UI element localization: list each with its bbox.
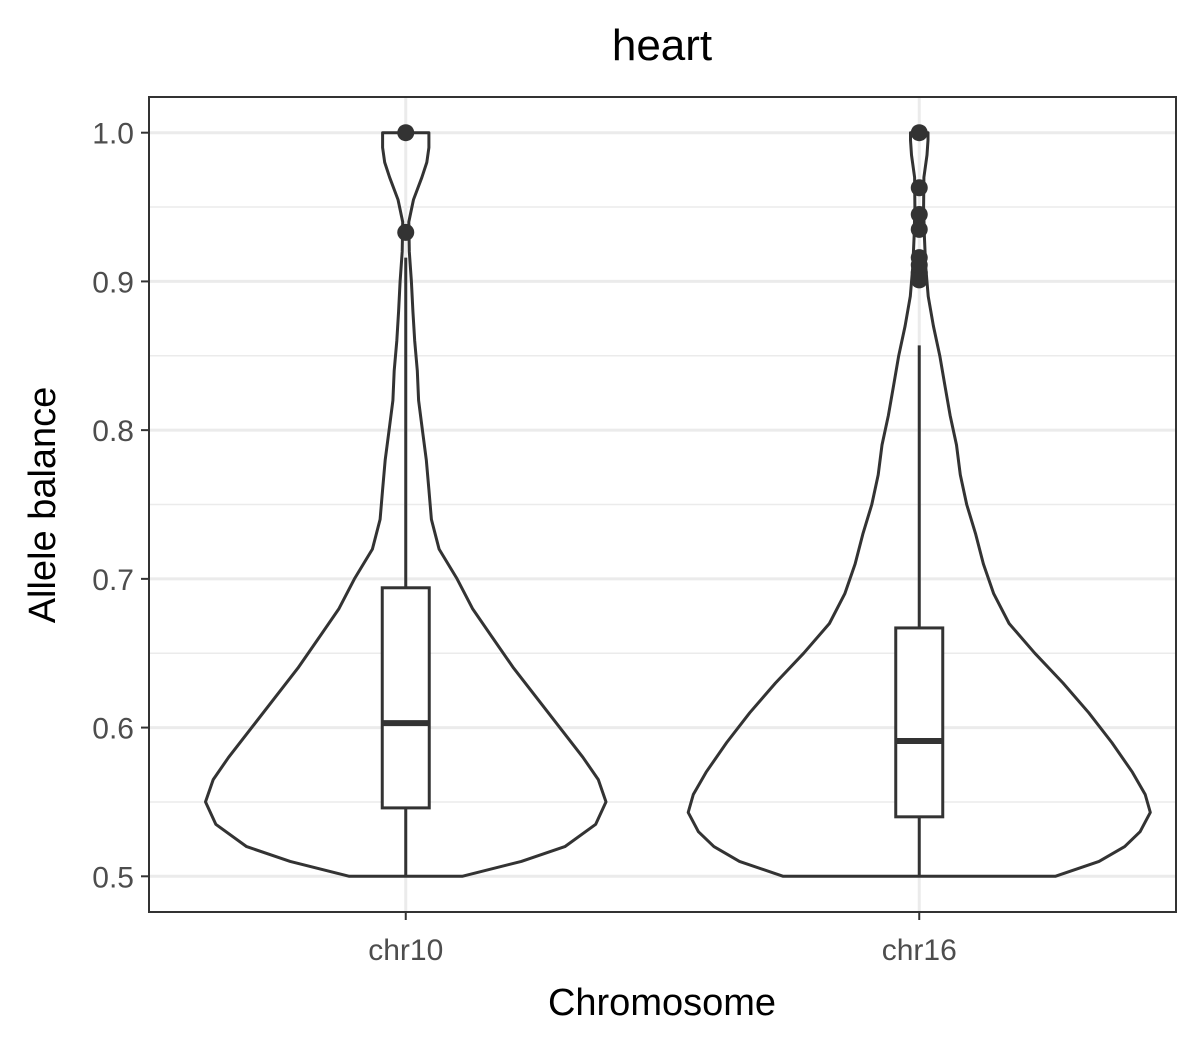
outlier-point-chr16 xyxy=(910,249,928,267)
y-tick-label: 0.5 xyxy=(92,861,134,894)
outlier-point-chr16 xyxy=(910,124,928,142)
grid xyxy=(149,97,1176,912)
box-chr16 xyxy=(894,626,945,819)
y-tick-label: 0.8 xyxy=(92,415,134,448)
axes: 0.5 0.6 0.7 0.8 0.9 1.0 chr10 chr16 xyxy=(92,118,956,967)
chart-title: heart xyxy=(612,21,712,70)
outlier-point-chr10 xyxy=(397,223,415,241)
y-tick-label: 0.6 xyxy=(92,713,134,746)
violins xyxy=(204,131,1152,878)
outlier-point-chr16 xyxy=(910,179,928,197)
y-tick-label: 0.9 xyxy=(92,266,134,299)
outlier-point-chr16 xyxy=(910,205,928,223)
y-tick-label: 1.0 xyxy=(92,118,134,151)
outlier-points xyxy=(397,124,928,289)
violin-chr16 xyxy=(686,131,1152,878)
panel-border xyxy=(148,96,1177,913)
outlier-point-chr10 xyxy=(397,124,415,142)
y-axis-title: Allele balance xyxy=(22,387,64,624)
x-tick-label-chr16: chr16 xyxy=(882,934,957,967)
boxplots xyxy=(380,257,945,877)
violin-chr10 xyxy=(204,131,608,878)
outlier-point-chr16 xyxy=(910,220,928,238)
box-chr10 xyxy=(380,586,431,810)
y-tick-label: 0.7 xyxy=(92,564,134,597)
x-tick-label-chr10: chr10 xyxy=(368,934,443,967)
x-axis-title: Chromosome xyxy=(548,982,776,1024)
